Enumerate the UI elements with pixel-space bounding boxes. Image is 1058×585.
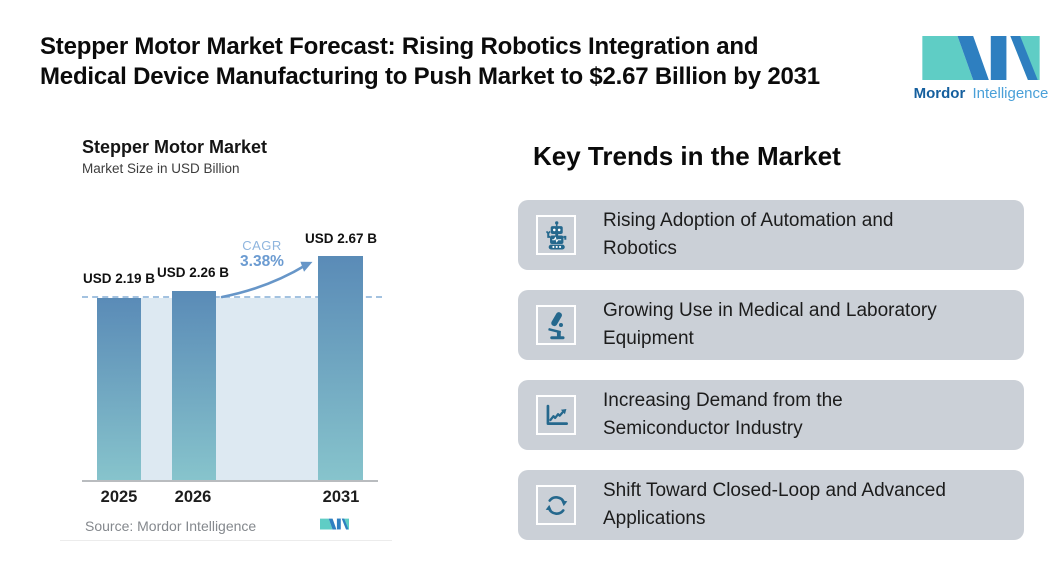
trend-label-line2: Equipment [603, 328, 694, 349]
year-label-2031: 2031 [322, 488, 360, 506]
year-label-2025: 2025 [100, 488, 138, 506]
chart-divider [60, 540, 392, 541]
trend-card-label: Growing Use in Medical and Laboratory Eq… [603, 290, 1015, 360]
bar-2025 [97, 298, 141, 481]
trend-card-automation: Rising Adoption of Automation and Roboti… [518, 200, 1024, 270]
bar-2031 [318, 256, 363, 481]
cagr-annotation: CAGR 3.38% [217, 238, 307, 271]
source-logo-icon [320, 518, 349, 530]
trend-label-line2: Applications [603, 508, 706, 529]
trend-label-line2: Semiconductor Industry [603, 418, 803, 439]
trend-icon-box [536, 395, 576, 435]
brand-name-regular: Intelligence [972, 85, 1049, 102]
trend-label-line1: Increasing Demand from the [603, 390, 843, 411]
value-label-2025: USD 2.19 B [82, 271, 156, 286]
cycle-arrows-icon [545, 495, 567, 515]
trend-card-medical: Growing Use in Medical and Laboratory Eq… [518, 290, 1024, 360]
trend-icon-box [536, 485, 576, 525]
x-axis-line [82, 480, 378, 482]
robot-icon [545, 220, 566, 249]
trend-icon-box [536, 215, 576, 255]
trend-card-label: Increasing Demand from the Semiconductor… [603, 380, 1015, 450]
trend-label-line1: Rising Adoption of Automation and [603, 210, 894, 231]
trend-icon-box [536, 305, 576, 345]
page-title-line1: Stepper Motor Market Forecast: Rising Ro… [40, 33, 759, 60]
page-title: Stepper Motor Market Forecast: Rising Ro… [40, 32, 870, 92]
value-label-2031: USD 2.67 B [304, 231, 378, 246]
page-title-line2: Medical Device Manufacturing to Push Mar… [40, 63, 820, 90]
trend-card-closed-loop: Shift Toward Closed-Loop and Advanced Ap… [518, 470, 1024, 540]
bar-2026 [172, 291, 216, 481]
mordor-intelligence-logo: Mordor Intelligence [906, 36, 1056, 102]
cagr-label: CAGR [242, 238, 282, 253]
trend-card-semiconductor: Increasing Demand from the Semiconductor… [518, 380, 1024, 450]
year-label-2026: 2026 [174, 488, 212, 506]
trends-heading: Key Trends in the Market [533, 141, 841, 171]
trend-label-line1: Growing Use in Medical and Laboratory [603, 300, 937, 321]
baseline-dashed-line [82, 296, 382, 298]
value-label-2026: USD 2.26 B [156, 265, 230, 280]
trend-label-line2: Robotics [603, 238, 677, 259]
line-chart-icon [546, 404, 568, 425]
microscope-icon [547, 311, 565, 339]
trend-card-label: Shift Toward Closed-Loop and Advanced Ap… [603, 470, 1015, 540]
chart-subtitle: Market Size in USD Billion [82, 161, 240, 176]
brand-wordmark: Mordor Intelligence [906, 85, 1056, 102]
cagr-arrow-icon [220, 261, 313, 299]
mordor-logo-icon [922, 36, 1040, 80]
trend-card-label: Rising Adoption of Automation and Roboti… [603, 200, 1015, 270]
trend-label-line1: Shift Toward Closed-Loop and Advanced [603, 480, 946, 501]
source-text: Source: Mordor Intelligence [85, 518, 257, 534]
chart-title: Stepper Motor Market [82, 137, 268, 157]
brand-name-bold: Mordor [913, 85, 966, 102]
cagr-value: 3.38% [240, 253, 284, 270]
